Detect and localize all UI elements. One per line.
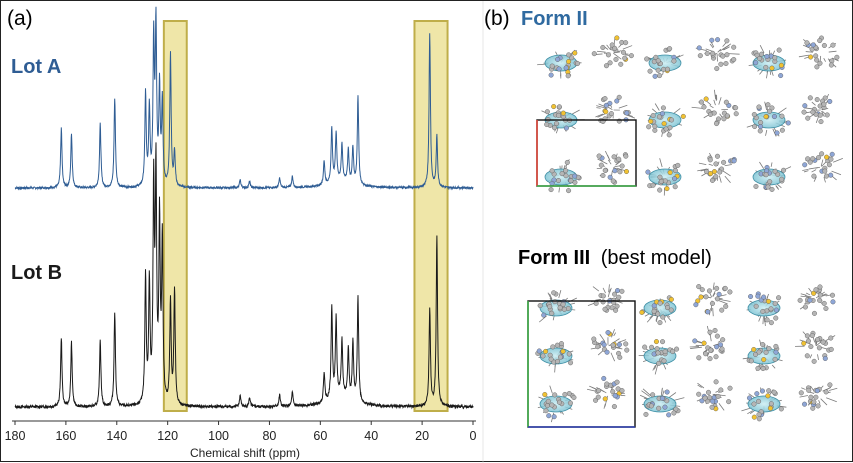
x-axis-label: Chemical shift (ppm) [190, 446, 300, 460]
x-tick-label: 40 [364, 429, 378, 443]
x-tick-label: 60 [313, 429, 327, 443]
x-tick-label: 0 [470, 429, 477, 443]
lot-b-label: Lot B [11, 262, 62, 284]
form-iii-heading: Form III (best model) [518, 247, 712, 269]
lot-a-spectrum-line [15, 7, 473, 189]
form-ii-crystal-packing [537, 36, 843, 196]
x-tick-label: 160 [55, 429, 76, 443]
lot-a-label: Lot A [11, 56, 61, 78]
x-tick-label: 100 [208, 429, 229, 443]
panel-a-label: (a) [7, 7, 33, 30]
x-tick-label: 120 [157, 429, 178, 443]
form-iii-crystal-packing [536, 283, 838, 423]
spectra-group [15, 7, 473, 408]
form-iii-subtitle: (best model) [601, 247, 712, 269]
form-ii-title: Form II [521, 8, 588, 30]
x-tick-label: 80 [262, 429, 276, 443]
x-axis-ticks: 180 160 140 120 100 80 60 40 20 0 [5, 421, 477, 443]
highlight-bands [164, 21, 448, 411]
panel-b-label: (b) [484, 7, 510, 30]
form-iii-title: Form III [518, 247, 590, 269]
x-tick-label: 20 [415, 429, 429, 443]
lot-b-spectrum-line [15, 142, 473, 408]
x-tick-label: 140 [106, 429, 127, 443]
x-tick-label: 180 [5, 429, 26, 443]
